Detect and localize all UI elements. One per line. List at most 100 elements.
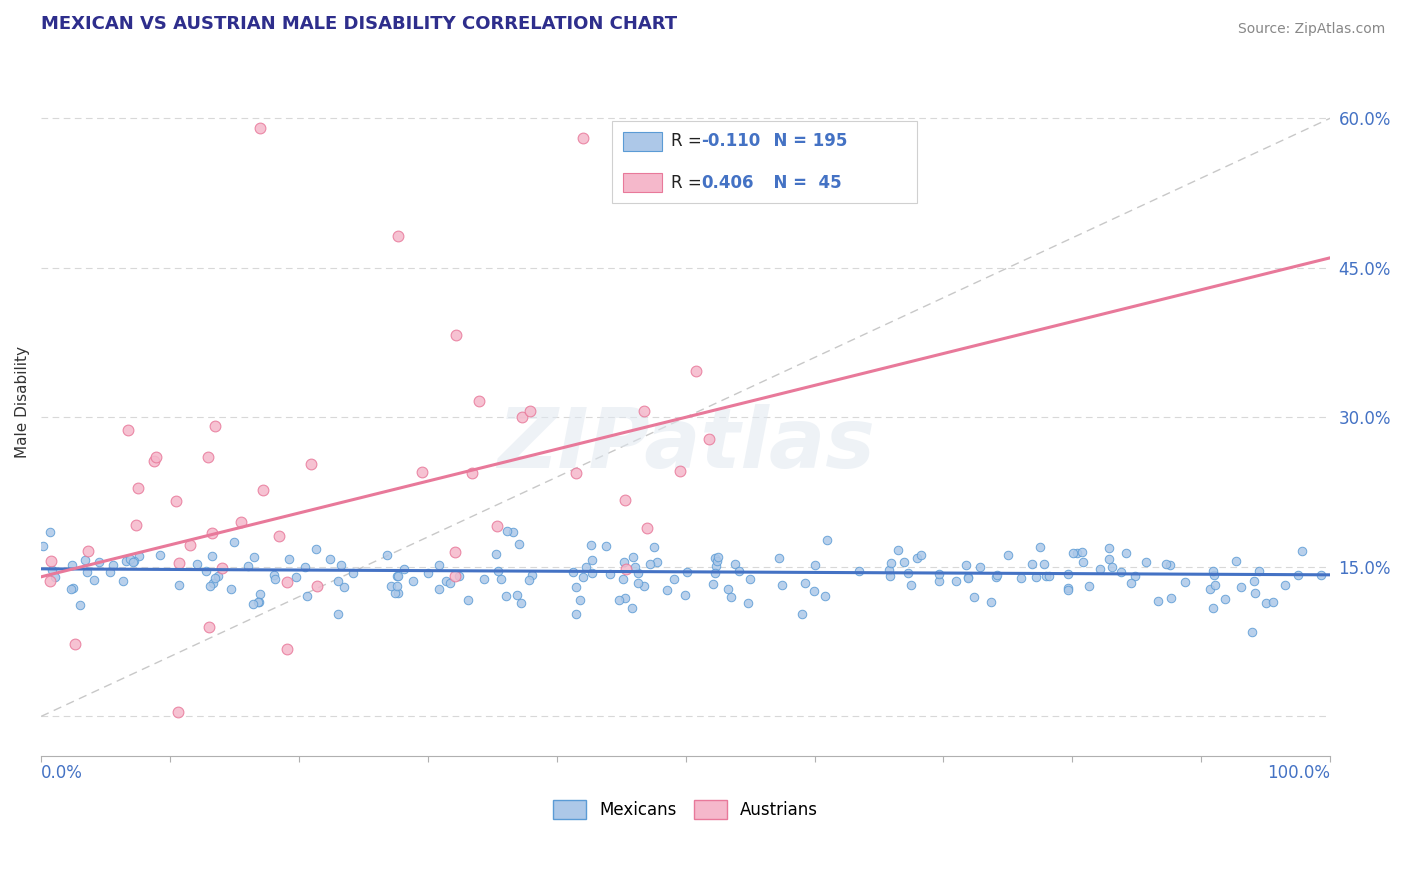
Point <box>384 586 406 600</box>
Point <box>472 572 495 586</box>
Point <box>1159 558 1181 573</box>
Text: N = 195: N = 195 <box>762 132 848 151</box>
Point <box>333 580 356 594</box>
Point <box>813 589 835 603</box>
Point <box>614 561 637 575</box>
Point <box>1243 574 1265 588</box>
Point <box>565 580 588 594</box>
Point <box>380 579 402 593</box>
Point <box>328 574 350 588</box>
Point <box>957 570 980 584</box>
Legend: Mexicans, Austrians: Mexicans, Austrians <box>547 793 825 826</box>
Point <box>1309 567 1331 582</box>
Point <box>621 549 644 564</box>
Point <box>295 589 318 603</box>
Point <box>326 607 349 621</box>
Point <box>676 565 699 579</box>
Point <box>1286 567 1309 582</box>
Point <box>581 552 603 566</box>
Point <box>1135 555 1157 569</box>
Point <box>703 566 725 580</box>
Point <box>247 594 270 608</box>
Point <box>569 592 592 607</box>
Point <box>149 549 172 563</box>
Point <box>581 566 603 580</box>
Point <box>1098 551 1121 566</box>
Point <box>803 584 825 599</box>
Point <box>1021 557 1043 571</box>
Point <box>198 579 221 593</box>
Point <box>39 554 62 568</box>
Point <box>519 404 541 418</box>
Point <box>69 599 91 613</box>
Point <box>39 574 62 589</box>
Point <box>794 576 817 591</box>
Point <box>724 558 747 572</box>
Point <box>411 465 433 479</box>
Point <box>804 558 827 572</box>
Point <box>439 575 461 590</box>
Point <box>613 555 636 569</box>
Point <box>1119 576 1142 591</box>
Point <box>252 483 274 498</box>
Point <box>627 566 650 580</box>
Point <box>276 575 298 590</box>
Point <box>457 593 479 607</box>
Point <box>319 552 342 566</box>
Point <box>276 641 298 656</box>
Point <box>1077 579 1099 593</box>
Point <box>1071 545 1094 559</box>
Point <box>115 554 138 568</box>
Point <box>167 556 190 570</box>
Point <box>496 524 519 538</box>
Point <box>418 566 440 580</box>
Point <box>520 567 543 582</box>
Point <box>905 551 928 566</box>
Point <box>1038 569 1060 583</box>
Point <box>122 555 145 569</box>
Point <box>770 578 793 592</box>
Point <box>720 590 742 604</box>
Point <box>207 569 229 583</box>
Point <box>986 568 1008 582</box>
Point <box>1254 596 1277 610</box>
Point <box>1249 564 1271 578</box>
Point <box>579 539 602 553</box>
Point <box>986 570 1008 584</box>
Point <box>77 543 100 558</box>
Point <box>1035 569 1057 583</box>
Point <box>1057 582 1080 597</box>
Point <box>510 596 533 610</box>
Point <box>263 567 285 582</box>
Point <box>1025 570 1047 584</box>
Point <box>702 577 724 591</box>
Point <box>1123 568 1146 582</box>
Point <box>697 432 720 446</box>
Point <box>284 570 307 584</box>
Point <box>1101 560 1123 574</box>
Point <box>41 563 63 577</box>
Point <box>969 559 991 574</box>
Point <box>264 572 287 586</box>
Point <box>955 558 977 572</box>
Point <box>879 569 901 583</box>
Point <box>101 558 124 573</box>
Point <box>427 558 450 573</box>
Point <box>1062 546 1084 560</box>
Text: N =  45: N = 45 <box>762 174 842 192</box>
Point <box>1244 585 1267 599</box>
Text: MEXICAN VS AUSTRIAN MALE DISABILITY CORRELATION CHART: MEXICAN VS AUSTRIAN MALE DISABILITY CORR… <box>41 15 678 33</box>
Point <box>392 562 415 576</box>
Point <box>517 573 540 587</box>
Point <box>571 131 593 145</box>
Point <box>165 494 187 508</box>
Point <box>186 557 208 571</box>
Point <box>387 579 409 593</box>
Point <box>1066 546 1088 560</box>
Y-axis label: Male Disability: Male Disability <box>15 346 30 458</box>
Point <box>927 574 949 588</box>
Point <box>897 566 920 580</box>
Point <box>877 563 900 577</box>
Point <box>1057 581 1080 595</box>
Point <box>675 589 697 603</box>
